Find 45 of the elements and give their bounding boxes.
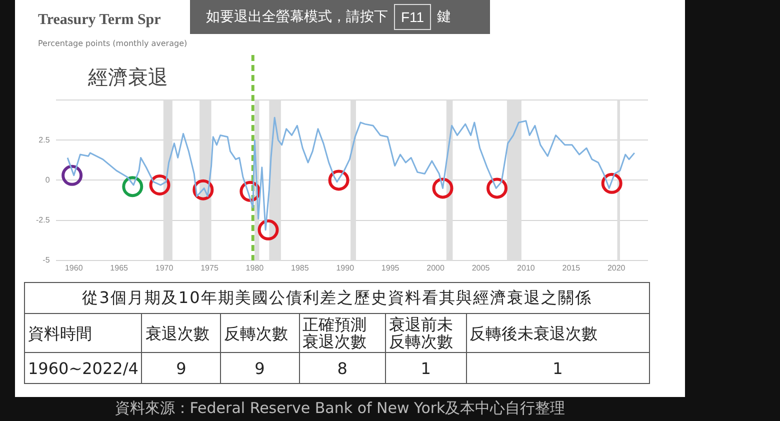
text: 反轉後未衰退次數 <box>466 314 650 352</box>
y-tick-label: 0 <box>45 175 50 184</box>
point <box>486 178 508 199</box>
point <box>328 170 350 191</box>
x-tick-label: 2000 <box>426 263 445 272</box>
x-tick-label: 1995 <box>381 263 400 272</box>
text: 衰退前未反轉次數 <box>386 314 466 352</box>
x-tick-label: 2005 <box>472 263 490 272</box>
y-tick-label: -2.5 <box>36 216 50 225</box>
x-tick-label: 1980 <box>246 263 264 272</box>
chart-subtitle: Percentage points (monthly average) <box>38 39 188 48</box>
x-tick-label: 1985 <box>291 263 310 272</box>
text: 正確預測衰退次數 <box>299 314 386 352</box>
text: 經濟衰退 <box>88 64 168 91</box>
x-tick-label: 2020 <box>607 263 626 272</box>
text: 從3個月期及10年期美國公債利差之歷史資料看其與經濟衰退之關係 <box>24 282 650 314</box>
point <box>601 172 622 194</box>
text: F11 <box>394 4 432 30</box>
x-tick-label: 1960 <box>64 263 84 272</box>
text: 9 <box>142 352 220 384</box>
text: 1 <box>386 352 466 384</box>
x-tick-label: 1970 <box>155 263 174 272</box>
x-tick-label: 2010 <box>517 263 536 272</box>
x-tick-label: 1990 <box>336 263 355 272</box>
source-note: 資料來源：Federal Reserve Bank of New York及本中心自行整理 <box>114 399 566 418</box>
text: 反轉次數 <box>220 314 300 352</box>
x-tick-label: 1975 <box>200 263 219 272</box>
text: 1960~2022/4 <box>24 352 142 384</box>
point <box>432 178 454 199</box>
text: 9 <box>220 352 300 384</box>
chart-title: Treasury Term Spr <box>38 12 161 29</box>
text: 衰退次數 <box>142 314 220 352</box>
text: 8 <box>299 352 386 384</box>
point <box>149 174 170 196</box>
point <box>258 219 279 240</box>
x-tick-label: 2015 <box>562 263 581 272</box>
text: 鍵 <box>437 8 452 26</box>
y-tick-label: 2.5 <box>38 135 50 144</box>
point <box>122 176 144 198</box>
x-tick-label: 1965 <box>110 263 129 272</box>
text: 如要退出全螢幕模式，請按下 <box>206 8 388 26</box>
point <box>62 164 83 186</box>
text: 1 <box>466 352 650 384</box>
y-tick-label: -5 <box>42 256 50 265</box>
text: 資料時間 <box>24 314 142 352</box>
